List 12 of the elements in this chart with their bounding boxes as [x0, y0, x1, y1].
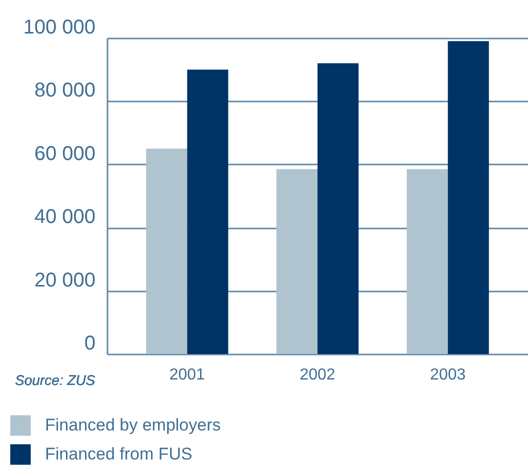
y-tick-label: 20 000 [34, 269, 96, 292]
y-tick-label: 40 000 [34, 206, 96, 228]
x-tick-label: 2003 [430, 366, 466, 384]
legend-label: Financed by employers [45, 416, 221, 434]
y-tick-label: 0 [84, 332, 96, 354]
source-note: Source: ZUS [15, 372, 96, 388]
legend-label: Financed from FUS [45, 444, 192, 464]
x-tick-label: 2001 [169, 366, 206, 384]
x-tick-label: 2002 [300, 366, 336, 384]
y-tick-label: 60 000 [34, 142, 96, 165]
y-tick-label: 100 000 [23, 16, 96, 38]
y-tick-label: 80 000 [34, 80, 96, 102]
